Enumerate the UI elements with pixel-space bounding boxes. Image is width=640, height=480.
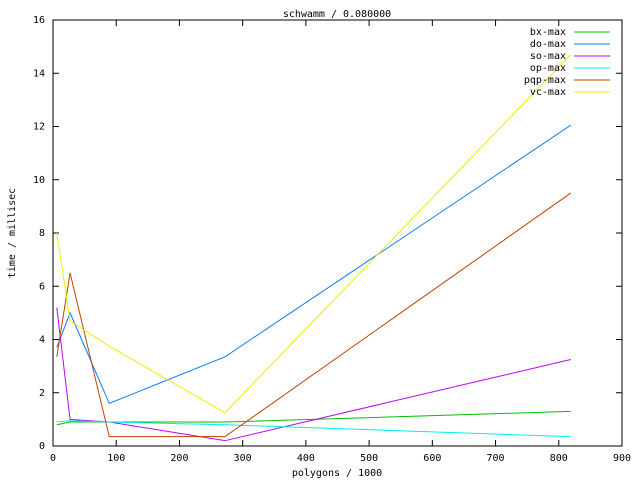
x-tick-label: 700 (487, 453, 505, 464)
y-tick-label: 4 (39, 335, 45, 346)
x-tick-label: 300 (234, 453, 252, 464)
y-tick-label: 10 (33, 175, 45, 186)
y-tick-label: 6 (39, 281, 45, 292)
x-tick-label: 200 (170, 453, 188, 464)
x-tick-label: 0 (50, 453, 56, 464)
legend-label: so-max (530, 51, 566, 62)
series-line (56, 420, 571, 438)
y-tick-label: 2 (39, 388, 45, 399)
x-tick-label: 500 (360, 453, 378, 464)
x-tick-label: 900 (613, 453, 631, 464)
legend-label: bx-max (530, 27, 566, 38)
x-tick-label: 600 (423, 453, 441, 464)
chart-title: schwamm / 0.080000 (283, 9, 391, 20)
series-line (56, 124, 572, 405)
legend-label: do-max (530, 39, 566, 50)
legend-label: vc-max (530, 87, 566, 98)
series-line (56, 54, 572, 414)
series-line (56, 192, 572, 438)
y-tick-label: 12 (33, 122, 45, 133)
x-tick-label: 800 (550, 453, 568, 464)
y-tick-label: 0 (39, 441, 45, 452)
x-tick-label: 100 (107, 453, 125, 464)
legend-label: pqp-max (524, 75, 566, 86)
y-tick-label: 14 (33, 68, 45, 79)
legend-label: op-max (530, 63, 566, 74)
y-tick-label: 16 (33, 15, 45, 26)
y-tick-label: 8 (39, 228, 45, 239)
x-axis-label: polygons / 1000 (292, 468, 382, 479)
y-axis-label: time / millisec (7, 188, 18, 278)
x-tick-label: 400 (297, 453, 315, 464)
